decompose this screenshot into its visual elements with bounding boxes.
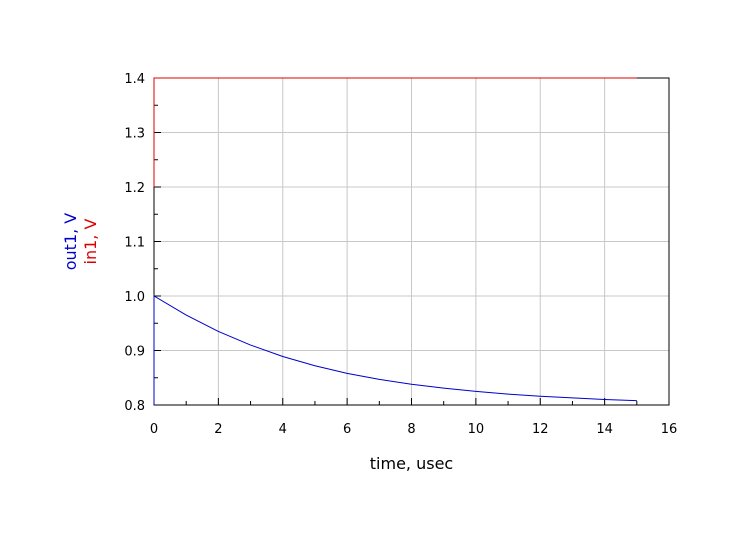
y-tick-label: 1.4: [124, 72, 145, 87]
y-tick-label: 1.0: [124, 290, 145, 305]
x-tick-label: 10: [468, 422, 485, 437]
x-tick-label: 16: [661, 422, 678, 437]
y-tick-label: 0.9: [124, 345, 145, 360]
grid: [153, 77, 670, 406]
x-tick-label: 6: [343, 422, 351, 437]
x-tick-label: 4: [279, 422, 287, 437]
y-axis-label-0: out1, V: [61, 213, 80, 271]
y-tick-label: 0.8: [124, 399, 145, 414]
y-tick-label: 1.2: [124, 181, 145, 196]
series: [153, 77, 637, 405]
y-tick-label: 1.3: [124, 127, 145, 142]
x-tick-labels: 0 2 4 6 8 10 12 14 16: [150, 422, 677, 437]
x-tick-label: 12: [532, 422, 549, 437]
series-line-in1: [153, 77, 637, 187]
y-tick-labels: 0.8 0.9 1.0 1.1 1.2 1.3 1.4: [124, 72, 145, 414]
series-line-out1: [153, 295, 637, 405]
y-axis-label-1: in1, V: [81, 219, 100, 265]
x-axis-label: time, usec: [370, 454, 453, 473]
x-tick-label: 8: [407, 422, 415, 437]
x-tick-label: 14: [596, 422, 613, 437]
y-tick-label: 1.1: [124, 236, 145, 251]
x-tick-label: 2: [214, 422, 222, 437]
x-tick-label: 0: [150, 422, 158, 437]
